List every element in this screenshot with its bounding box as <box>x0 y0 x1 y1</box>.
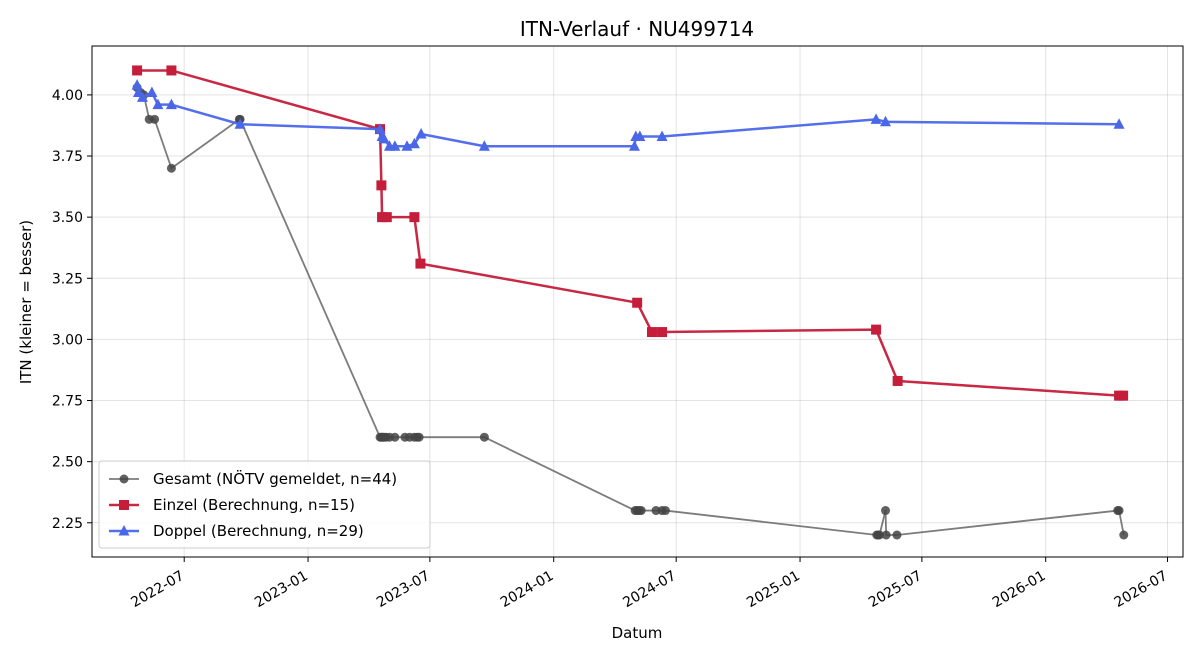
data-point <box>415 258 426 269</box>
series-2 <box>132 65 1129 401</box>
y-tick-label: 3.00 <box>52 332 83 348</box>
data-point <box>376 180 387 191</box>
x-tick-label: 2026-07 <box>1112 568 1171 611</box>
legend-marker <box>118 525 130 536</box>
data-point <box>414 432 424 442</box>
data-point <box>234 118 246 129</box>
legend-marker <box>119 474 129 484</box>
series-layer <box>131 65 1129 540</box>
legend: Gesamt (NÖTV gemeldet, n=44) Einzel (Bere… <box>98 460 431 549</box>
y-axis-label: ITN (kleiner = besser) <box>17 220 35 384</box>
data-point <box>132 65 143 76</box>
data-point <box>146 86 158 97</box>
data-point <box>409 212 420 223</box>
y-tick-label: 3.75 <box>52 149 83 165</box>
data-point <box>1114 506 1124 516</box>
y-tick-label: 2.75 <box>52 394 83 410</box>
data-point <box>408 137 420 149</box>
series-1 <box>132 83 1129 540</box>
y-tick-label: 3.25 <box>52 271 83 287</box>
legend-label: Doppel (Berechnung, n=29) <box>153 522 364 540</box>
data-point <box>871 324 882 335</box>
data-point <box>1113 118 1125 129</box>
data-point <box>892 530 902 540</box>
data-point <box>628 140 640 151</box>
data-point <box>1118 390 1129 401</box>
data-point <box>881 506 891 516</box>
plot-frame <box>91 45 1184 558</box>
data-point <box>389 140 401 151</box>
legend-box <box>98 460 431 549</box>
data-point <box>381 212 392 223</box>
data-point <box>136 91 148 102</box>
series-line <box>137 69 1124 397</box>
x-tick-label: 2022-07 <box>128 568 187 611</box>
data-point <box>166 65 177 76</box>
series-line <box>135 84 1120 148</box>
data-point <box>1119 530 1129 540</box>
data-point <box>636 506 646 516</box>
y-tick-label: 2.25 <box>52 516 83 532</box>
data-point <box>657 327 668 338</box>
data-point <box>374 123 386 134</box>
legend-marker <box>119 500 129 510</box>
legend-label: Gesamt (NÖTV gemeldet, n=44) <box>153 469 397 488</box>
x-tick-label: 2025-07 <box>866 568 925 611</box>
data-point <box>632 297 643 308</box>
x-tick-label: 2026-01 <box>990 568 1049 611</box>
x-tick-label: 2023-01 <box>252 568 311 611</box>
x-tick-label: 2024-07 <box>620 568 679 611</box>
data-point <box>660 506 670 516</box>
data-point <box>880 115 892 127</box>
data-point <box>152 98 164 110</box>
chart-title: ITN-Verlauf · NU499714 <box>520 17 754 41</box>
data-point <box>415 128 427 139</box>
y-tick-label: 4.00 <box>52 88 83 104</box>
data-point <box>378 132 390 144</box>
data-point <box>478 140 490 151</box>
data-point <box>892 375 903 386</box>
data-point <box>874 530 884 540</box>
legend-label: Einzel (Berechnung, n=15) <box>153 496 355 514</box>
data-point <box>646 327 657 338</box>
x-tick-label: 2025-01 <box>744 568 803 611</box>
y-tick-label: 3.50 <box>52 210 83 226</box>
series-3 <box>131 79 1125 151</box>
x-tick-label: 2023-07 <box>374 568 433 611</box>
data-point <box>390 432 400 442</box>
data-point <box>131 79 143 90</box>
data-point <box>656 130 668 141</box>
data-point <box>165 98 177 110</box>
y-tick-label: 2.50 <box>52 455 83 471</box>
data-point <box>150 114 160 124</box>
data-point <box>870 113 882 124</box>
x-axis-label: Datum <box>612 624 663 642</box>
data-point <box>479 432 489 442</box>
data-point <box>166 163 176 173</box>
x-tick-label: 2024-01 <box>498 568 557 611</box>
data-point <box>881 530 891 540</box>
data-point <box>634 130 646 141</box>
